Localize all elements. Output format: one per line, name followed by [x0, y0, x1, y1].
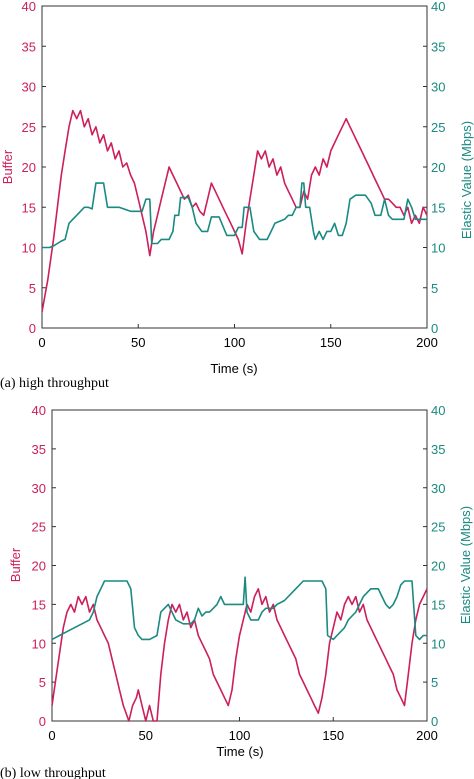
caption-a: (a) high throughput — [0, 376, 109, 391]
y-axis-left: 0 5 10 15 20 25 30 35 40 — [22, 0, 46, 336]
x-tick-label: 200 — [416, 335, 438, 350]
x-tick-label: 150 — [320, 335, 342, 350]
y-left-tick-label: 5 — [39, 675, 46, 690]
y-left-tick-label: 40 — [32, 403, 46, 418]
x-axis: 0 50 100 150 200 — [48, 717, 438, 743]
y-right-tick-label: 25 — [431, 120, 445, 135]
y-left-tick-label: 30 — [32, 481, 46, 496]
y-right-tick-label: 25 — [431, 520, 445, 535]
y-right-tick-label: 20 — [431, 160, 445, 175]
y-right-tick-label: 0 — [431, 714, 438, 729]
y-left-tick-label: 30 — [22, 80, 36, 95]
x-tick-label: 0 — [38, 335, 45, 350]
y-right-tick-label: 10 — [431, 636, 445, 651]
y-right-tick-label: 40 — [431, 403, 445, 418]
y-right-tick-label: 20 — [431, 559, 445, 574]
chart-panel-low-throughput: 0 50 100 150 200 0 5 10 15 20 25 30 35 40 0 5 10 15 20 25… — [0, 403, 473, 779]
chart-panel-high-throughput: 0 50 100 150 200 0 5 10 15 20 25 30 35 40 0 5 10 15 20 25… — [0, 0, 474, 391]
y-left-tick-label: 5 — [29, 281, 36, 296]
y-left-tick-label: 15 — [22, 200, 36, 215]
y-left-tick-label: 40 — [22, 0, 36, 14]
x-tick-label: 0 — [48, 728, 55, 743]
y-left-tick-label: 25 — [22, 120, 36, 135]
y-left-tick-label: 35 — [32, 442, 46, 457]
x-axis-label: Time (s) — [216, 744, 263, 759]
y-right-tick-label: 15 — [431, 597, 445, 612]
x-tick-label: 100 — [224, 335, 246, 350]
x-tick-label: 100 — [229, 728, 251, 743]
y-axis-right: 0 5 10 15 20 25 30 35 40 — [423, 403, 445, 729]
elastic-value-series-line — [42, 182, 427, 249]
y-right-tick-label: 0 — [431, 321, 438, 336]
y-left-tick-label: 10 — [22, 241, 36, 256]
y-left-tick-label: 10 — [32, 636, 46, 651]
caption-b: (b) low throughput — [0, 766, 106, 779]
x-tick-label: 150 — [322, 728, 344, 743]
series-group — [41, 109, 428, 313]
y-left-tick-label: 0 — [39, 714, 46, 729]
y-axis-right-label: Elastic Value (Mbps) — [459, 121, 474, 239]
x-axis: 0 50 100 150 200 — [38, 324, 438, 350]
plot-frame — [51, 409, 428, 722]
y-axis-left-label: Buffer — [0, 149, 15, 184]
y-left-tick-label: 0 — [29, 321, 36, 336]
y-axis-left-label: Buffer — [8, 547, 23, 582]
y-left-tick-label: 15 — [32, 597, 46, 612]
y-right-tick-label: 30 — [431, 481, 445, 496]
y-left-tick-label: 20 — [32, 559, 46, 574]
y-left-tick-label: 35 — [22, 39, 36, 54]
y-right-tick-label: 35 — [431, 39, 445, 54]
series-group — [51, 576, 428, 722]
x-tick-label: 200 — [416, 728, 438, 743]
y-right-tick-label: 35 — [431, 442, 445, 457]
y-right-tick-label: 10 — [431, 241, 445, 256]
x-tick-label: 50 — [139, 728, 153, 743]
y-right-tick-label: 40 — [431, 0, 445, 14]
y-axis-left: 0 5 10 15 20 25 30 35 40 — [32, 403, 56, 729]
buffer-series-line — [41, 109, 428, 313]
y-left-tick-label: 20 — [22, 160, 36, 175]
y-axis-right-label: Elastic Value (Mbps) — [458, 506, 473, 624]
x-axis-label: Time (s) — [210, 361, 257, 376]
x-tick-label: 50 — [131, 335, 145, 350]
y-right-tick-label: 15 — [431, 200, 445, 215]
y-right-tick-label: 5 — [431, 281, 438, 296]
buffer-series-line — [51, 588, 428, 722]
y-axis-right: 0 5 10 15 20 25 30 35 40 — [423, 0, 445, 336]
elastic-value-series-line — [51, 576, 427, 641]
y-right-tick-label: 5 — [431, 675, 438, 690]
y-left-tick-label: 25 — [32, 520, 46, 535]
y-right-tick-label: 30 — [431, 80, 445, 95]
